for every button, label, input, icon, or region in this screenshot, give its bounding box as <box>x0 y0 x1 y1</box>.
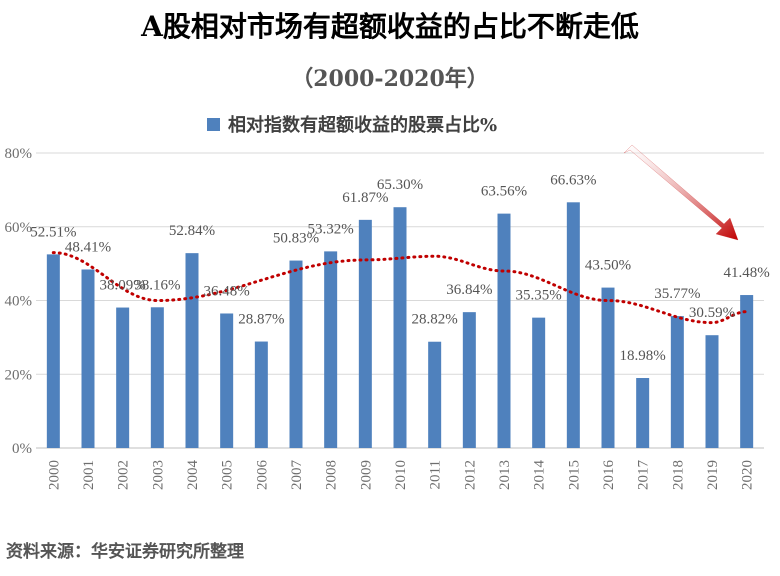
x-tick-label: 2003 <box>150 460 166 490</box>
data-label: 38.09% <box>100 278 146 294</box>
data-label: 63.56% <box>481 184 527 200</box>
y-tick-label: 20% <box>5 367 33 383</box>
data-label: 28.87% <box>238 312 284 328</box>
data-label: 41.48% <box>724 265 770 281</box>
bar <box>116 307 130 448</box>
bar <box>532 317 546 448</box>
down-arrow-icon <box>623 144 739 241</box>
x-tick-label: 2008 <box>324 460 340 490</box>
x-axis: 2000 2001 2002 2003 2004 2005 2006 2007 2008 2009… <box>46 460 755 491</box>
data-label: 61.87% <box>342 190 388 206</box>
y-axis: 0% 20% 40% 60% 80% <box>5 146 33 457</box>
trend-curve <box>51 251 749 325</box>
bar <box>254 341 268 448</box>
data-label: 30.59% <box>689 305 735 321</box>
y-tick-label: 60% <box>5 220 33 236</box>
bar <box>150 307 164 448</box>
data-label: 36.84% <box>446 282 492 298</box>
data-label: 18.98% <box>620 348 666 364</box>
data-label: 43.50% <box>585 258 631 274</box>
bar <box>185 253 199 448</box>
arrow-shape <box>623 144 739 241</box>
chart-title: A股相对市场有超额收益的占比不断走低 <box>140 10 639 43</box>
data-label: 36.48% <box>204 283 250 299</box>
x-tick-label: 2012 <box>462 460 478 490</box>
data-label: 50.83% <box>273 231 319 247</box>
x-tick-label: 2014 <box>532 460 548 491</box>
data-label: 28.82% <box>412 312 458 328</box>
bar <box>601 287 615 448</box>
x-tick-label: 2016 <box>601 460 617 491</box>
x-tick-label: 2020 <box>740 460 756 490</box>
x-tick-label: 2017 <box>636 460 652 491</box>
x-tick-label: 2000 <box>46 460 62 490</box>
x-tick-label: 2002 <box>116 460 132 490</box>
bar <box>289 260 303 448</box>
bar <box>220 313 234 448</box>
source-note: 资料来源：华安证券研究所整理 <box>6 541 244 562</box>
data-label: 48.41% <box>65 239 111 255</box>
bar <box>428 341 442 448</box>
x-tick-label: 2005 <box>220 460 236 490</box>
bar-series <box>46 202 754 448</box>
bar <box>462 312 476 448</box>
x-tick-label: 2013 <box>497 460 513 490</box>
legend: 相对指数有超额收益的股票占比% <box>207 114 497 136</box>
data-label: 52.51% <box>30 224 76 240</box>
bar <box>636 378 650 448</box>
bar <box>566 202 580 448</box>
bar <box>705 335 719 448</box>
x-tick-label: 2006 <box>254 460 270 491</box>
y-tick-label: 80% <box>5 146 33 162</box>
x-tick-label: 2001 <box>81 460 97 490</box>
data-label: 52.84% <box>169 223 215 239</box>
legend-swatch <box>207 118 220 131</box>
bar <box>670 316 684 448</box>
x-tick-label: 2009 <box>358 460 374 490</box>
data-label: 35.77% <box>654 286 700 302</box>
data-label: 66.63% <box>550 172 596 188</box>
chart-subtitle: （2000-2020年） <box>291 66 489 92</box>
trend-line <box>51 251 749 325</box>
x-tick-label: 2011 <box>428 460 444 489</box>
y-tick-label: 40% <box>5 294 33 310</box>
data-label: 38.16% <box>134 277 180 293</box>
bar <box>81 269 95 448</box>
x-tick-label: 2007 <box>289 460 305 491</box>
data-label: 65.30% <box>377 177 423 193</box>
y-tick-label: 0% <box>12 441 32 457</box>
x-tick-label: 2004 <box>185 460 201 491</box>
data-label: 35.35% <box>516 288 562 304</box>
x-tick-label: 2019 <box>705 460 721 490</box>
bar <box>358 219 372 448</box>
x-tick-label: 2010 <box>393 460 409 490</box>
bar <box>497 213 511 448</box>
data-labels: 52.51%48.41% 38.09%38.16% 52.84% 36.48% 28.8… <box>30 172 770 364</box>
bar <box>46 254 60 448</box>
bar <box>393 207 407 448</box>
bar <box>740 295 754 448</box>
data-label: 53.32% <box>308 221 354 237</box>
legend-label: 相对指数有超额收益的股票占比% <box>228 114 497 136</box>
bar <box>324 251 338 448</box>
x-tick-label: 2018 <box>670 460 686 490</box>
x-tick-label: 2015 <box>566 460 582 490</box>
